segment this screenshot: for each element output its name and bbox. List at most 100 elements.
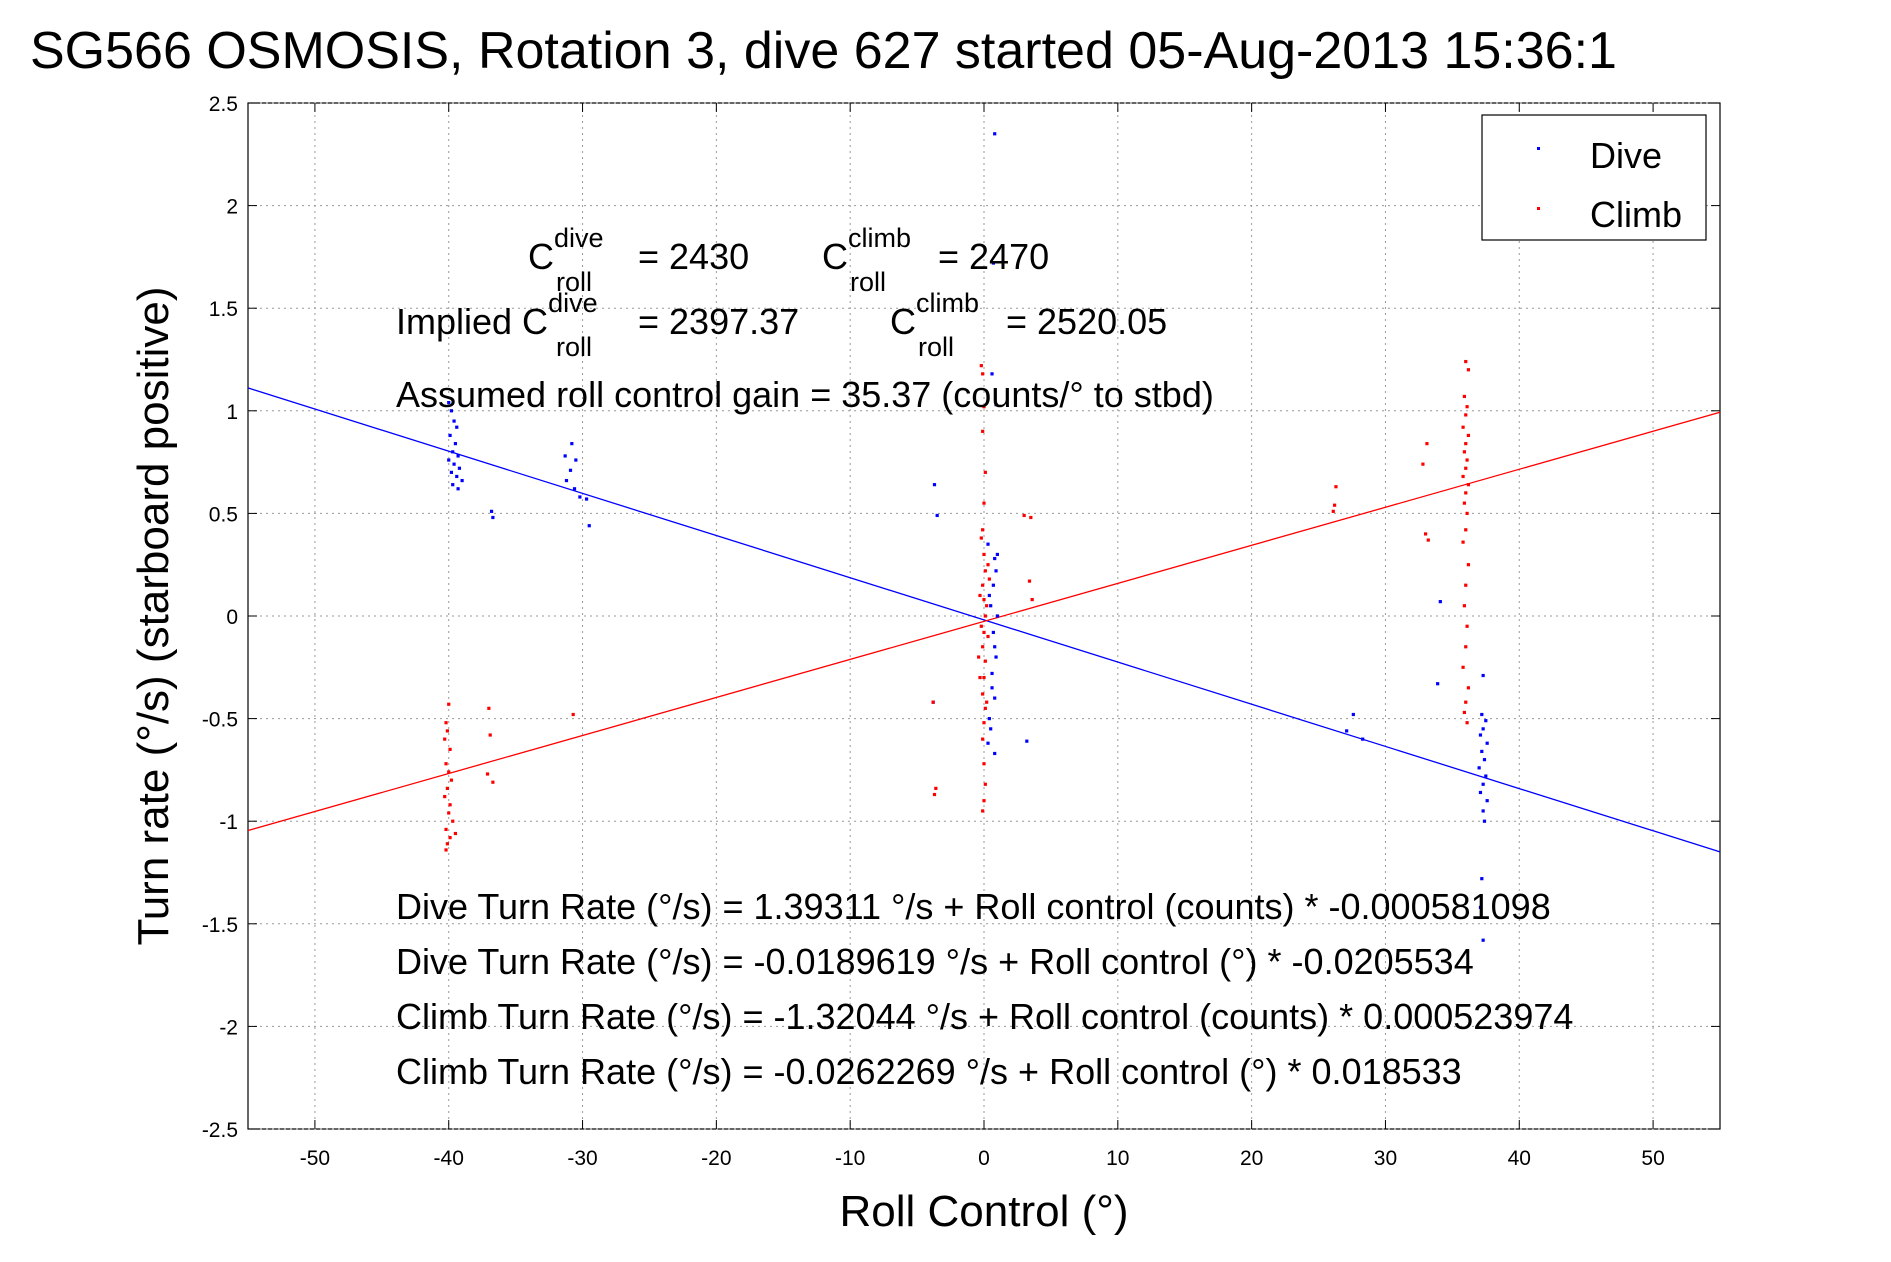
dive-point (1480, 877, 1484, 881)
climb-point (445, 729, 449, 733)
climb-point (451, 819, 455, 823)
climb-point (1331, 509, 1335, 513)
x-tick-label: 10 (1106, 1147, 1129, 1170)
dive-point (932, 483, 937, 487)
climb-point (981, 737, 985, 741)
dive-point (991, 261, 995, 265)
legend-marker-climb (1537, 207, 1540, 210)
climb-point (981, 692, 985, 696)
dive-point (447, 400, 451, 405)
climb-point (1464, 442, 1468, 446)
y-axis-ticks: -2.5 -2 -1.5 -1 -0.5 0 0.5 1 1.5 2 2.5 (202, 93, 1720, 1142)
dive-point (1480, 712, 1484, 717)
dive-point (455, 425, 459, 429)
annotation-gain: Assumed roll control gain = 35.37 (count… (396, 374, 1214, 415)
climb-point (1462, 604, 1467, 608)
dive-point (1485, 741, 1489, 745)
climb-point (979, 536, 983, 540)
dive-point (1351, 712, 1355, 717)
x-tick-label: 0 (978, 1147, 990, 1170)
dive-point (451, 483, 455, 487)
climb-point (985, 604, 989, 608)
climb-point (444, 848, 448, 852)
y-tick-label: 2.5 (209, 93, 238, 116)
climb-point (1461, 425, 1465, 429)
dive-point (1361, 737, 1365, 741)
y-tick-label: 0.5 (209, 503, 238, 526)
climb-point (1466, 563, 1471, 567)
x-tick-label: -10 (835, 1147, 865, 1170)
dive-point (489, 509, 494, 513)
climb-point (978, 593, 982, 598)
dive-point (987, 593, 991, 598)
climb-point (1464, 645, 1468, 649)
dive-point (993, 696, 997, 700)
legend-marker-dive (1537, 147, 1540, 150)
dive-point (451, 450, 455, 454)
dive-point (1481, 673, 1485, 678)
climb-point (1464, 700, 1468, 704)
data-points (443, 132, 1489, 942)
climb-point (1333, 503, 1337, 507)
dive-point (1485, 799, 1489, 803)
x-tick-label: 40 (1508, 1147, 1531, 1170)
dive-point (989, 604, 993, 608)
climb-point (1466, 368, 1471, 372)
climb-point (1461, 540, 1465, 544)
annotation-climb-fit-degrees: Climb Turn Rate (°/s) = -0.0262269 °/s +… (396, 1051, 1462, 1092)
annotation-c-roll-climb: Cclimb roll = 2470 (822, 223, 1049, 297)
plot-area: -50 -40 -30 -20 -10 0 10 20 30 40 50 -2.5-2-1.5-1-… (202, 93, 1721, 1170)
climb-point (443, 737, 447, 741)
fit-lines (247, 387, 1721, 853)
legend-box (1481, 114, 1707, 241)
climb-point (1029, 515, 1033, 520)
y-tick-label: 1.5 (209, 298, 238, 321)
legend: Dive Climb (1481, 114, 1707, 241)
dive-point (993, 556, 997, 561)
x-tick-label: 20 (1240, 1147, 1263, 1170)
climb-point (985, 700, 989, 704)
climb-point (488, 733, 492, 737)
dive-point (990, 671, 994, 676)
dive-fit-line (247, 387, 1721, 853)
annotation-climb-fit-counts: Climb Turn Rate (°/s) = -1.32044 °/s + R… (396, 996, 1573, 1037)
dive-point (1478, 905, 1483, 909)
dive-point (993, 751, 997, 756)
dive-point (455, 474, 459, 479)
y-tick-label: 0 (226, 606, 238, 629)
climb-point (1461, 474, 1465, 479)
climb-point (1466, 483, 1471, 487)
climb-point (982, 405, 986, 409)
climb-point (571, 712, 575, 717)
dive-point (460, 478, 464, 483)
climb-point (983, 569, 987, 573)
dive-point (456, 454, 460, 458)
climb-point (1466, 433, 1471, 438)
dive-point (456, 487, 460, 491)
climb-point (448, 747, 452, 751)
roll-coefficients: Cdive roll = 2430 Cclimb roll = 2470 Impli… (396, 223, 1167, 362)
climb-point (987, 577, 991, 581)
climb-point (981, 528, 985, 532)
climb-point (1465, 624, 1469, 628)
dive-point (993, 645, 997, 649)
dive-point (989, 727, 993, 731)
dive-point (1484, 719, 1488, 723)
dive-point (447, 458, 451, 462)
dive-point (994, 655, 998, 659)
climb-point (1030, 597, 1034, 602)
climb-point (977, 655, 981, 659)
climb-point (1464, 359, 1468, 364)
dive-point (1478, 790, 1483, 795)
climb-point (981, 372, 985, 376)
climb-point (1462, 501, 1467, 505)
climb-point (983, 706, 987, 710)
climb-point (1462, 710, 1467, 715)
y-axis-label: Turn rate (°/s) (starboard positive) (129, 286, 178, 945)
y-tick-label: 1 (226, 401, 238, 424)
climb-point (448, 803, 452, 807)
x-tick-label: 50 (1641, 1147, 1664, 1170)
dive-point (1482, 819, 1487, 823)
climb-point (444, 827, 448, 832)
